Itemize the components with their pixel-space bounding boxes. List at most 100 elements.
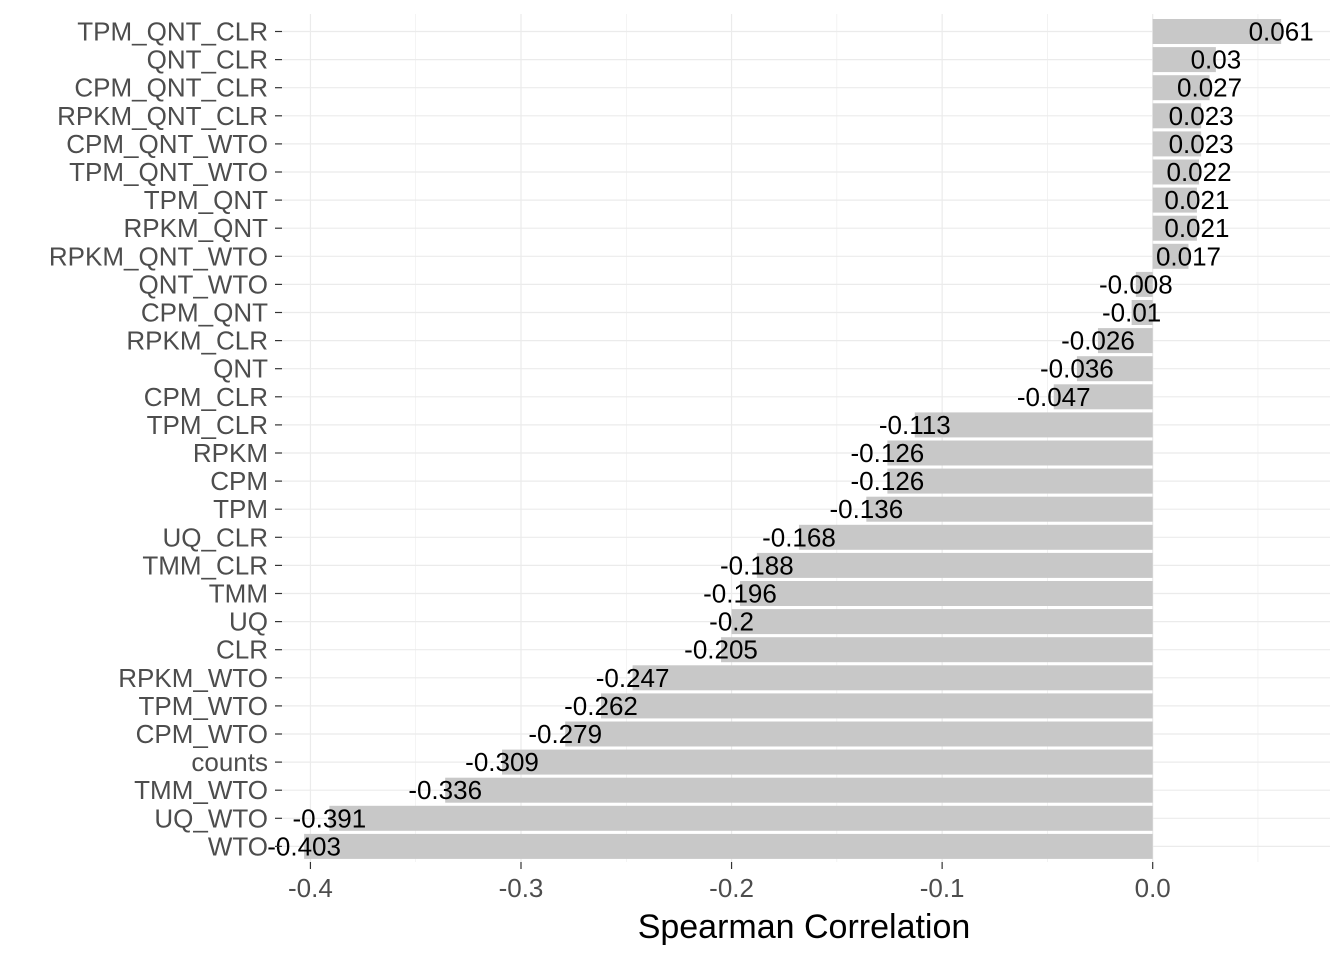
data-label: 0.023 [1169, 129, 1234, 159]
data-label: -0.01 [1102, 298, 1161, 328]
bar [798, 524, 1153, 550]
y-tick-label: TMM_CLR [142, 550, 268, 580]
y-tick-label: CPM_QNT_WTO [66, 129, 268, 159]
y-tick-label: TPM_QNT_CLR [77, 17, 268, 47]
y-tick-label: CPM [210, 466, 268, 496]
data-label: -0.279 [528, 719, 602, 749]
y-tick-label: RPKM_CLR [126, 326, 268, 356]
value-labels: 0.0610.030.0270.0230.0230.0220.0210.0210… [267, 17, 1313, 862]
bar [731, 609, 1153, 635]
bar [565, 721, 1153, 747]
y-tick-label: CLR [216, 635, 268, 665]
y-tick-label: UQ_WTO [154, 803, 268, 833]
bar [1152, 159, 1200, 185]
y-tick-label: UQ [229, 607, 268, 637]
data-label: -0.188 [720, 550, 794, 580]
y-tick-label: RPKM_QNT_CLR [57, 101, 268, 131]
bar [1152, 75, 1210, 101]
data-label: 0.023 [1169, 101, 1234, 131]
y-tick-label: TMM_WTO [134, 775, 268, 805]
y-tick-label: TPM_QNT_WTO [69, 157, 268, 187]
bar [887, 468, 1153, 494]
data-label: 0.021 [1164, 213, 1229, 243]
x-tick-label: 0.0 [1135, 873, 1171, 903]
bar [1152, 103, 1202, 129]
bar [1152, 19, 1282, 44]
data-label: -0.262 [564, 691, 638, 721]
data-label: -0.196 [703, 579, 777, 609]
x-axis: -0.4 -0.3 -0.2 -0.1 0.0 [288, 862, 1171, 903]
x-tick-label: -0.1 [920, 873, 965, 903]
y-tick-label: RPKM_QNT [124, 213, 269, 243]
y-tick-label: TMM [209, 579, 268, 609]
y-tick-label: RPKM_WTO [118, 663, 268, 693]
bar [601, 693, 1153, 719]
y-tick-label: UQ_CLR [163, 522, 268, 552]
bar [914, 412, 1153, 438]
bar [866, 496, 1153, 522]
y-tick-label: QNT_CLR [147, 45, 268, 75]
x-axis-title: Spearman Correlation [638, 908, 971, 946]
x-tick-label: -0.3 [499, 873, 544, 903]
bar [756, 552, 1153, 578]
data-label: -0.309 [465, 747, 539, 777]
y-tick-label: RPKM [193, 438, 268, 468]
bar [1135, 271, 1153, 297]
data-label: -0.113 [879, 410, 951, 440]
y-tick-label: CPM_QNT_CLR [74, 73, 268, 103]
data-label: -0.047 [1017, 382, 1091, 412]
data-label: -0.168 [762, 522, 836, 552]
x-tick-label: -0.4 [288, 873, 333, 903]
bars [304, 19, 1282, 859]
bar [1152, 187, 1197, 213]
data-label: -0.391 [293, 803, 367, 833]
data-label: -0.026 [1061, 326, 1135, 356]
data-label: -0.336 [408, 775, 482, 805]
y-tick-label: TPM [213, 494, 268, 524]
x-tick-label: -0.2 [709, 873, 754, 903]
data-label: 0.061 [1249, 17, 1314, 47]
data-label: -0.247 [596, 663, 670, 693]
bar [1152, 131, 1202, 157]
y-tick-label: RPKM_QNT_WTO [49, 241, 268, 271]
y-tick-label: QNT [213, 354, 268, 384]
bar [739, 581, 1153, 606]
bar [445, 777, 1153, 803]
bar [721, 637, 1153, 663]
data-label: -0.126 [851, 466, 925, 496]
y-tick-label: QNT_WTO [138, 269, 268, 299]
data-label: 0.017 [1156, 241, 1221, 271]
bar [632, 665, 1153, 691]
bar [502, 749, 1153, 775]
y-tick-label: CPM_QNT [141, 298, 268, 328]
bar [887, 440, 1153, 466]
data-label: -0.126 [851, 438, 925, 468]
bar [1076, 356, 1153, 382]
bar [1097, 328, 1153, 354]
y-tick-label: WTO [208, 831, 268, 861]
bar [1152, 215, 1197, 241]
y-tick-label: counts [191, 747, 268, 777]
data-label: 0.027 [1177, 73, 1242, 103]
y-tick-label: TPM_WTO [138, 691, 268, 721]
data-label: 0.022 [1166, 157, 1231, 187]
data-label: -0.036 [1040, 354, 1114, 384]
y-tick-label: TPM_QNT [144, 185, 268, 215]
bar [1152, 47, 1216, 73]
data-label: 0.03 [1191, 45, 1242, 75]
data-label: -0.2 [709, 607, 754, 637]
y-tick-label: CPM_CLR [144, 382, 268, 412]
data-label: -0.008 [1099, 269, 1173, 299]
y-tick-label: CPM_WTO [136, 719, 268, 749]
y-axis: TPM_QNT_CLRQNT_CLRCPM_QNT_CLRRPKM_QNT_CL… [49, 17, 282, 861]
y-tick-label: TPM_CLR [147, 410, 268, 440]
data-label: -0.136 [829, 494, 903, 524]
bar [1053, 384, 1153, 410]
bar [1131, 300, 1153, 325]
data-label: -0.205 [684, 635, 758, 665]
bar [329, 805, 1153, 831]
bar [1152, 243, 1189, 269]
bar [304, 833, 1153, 859]
